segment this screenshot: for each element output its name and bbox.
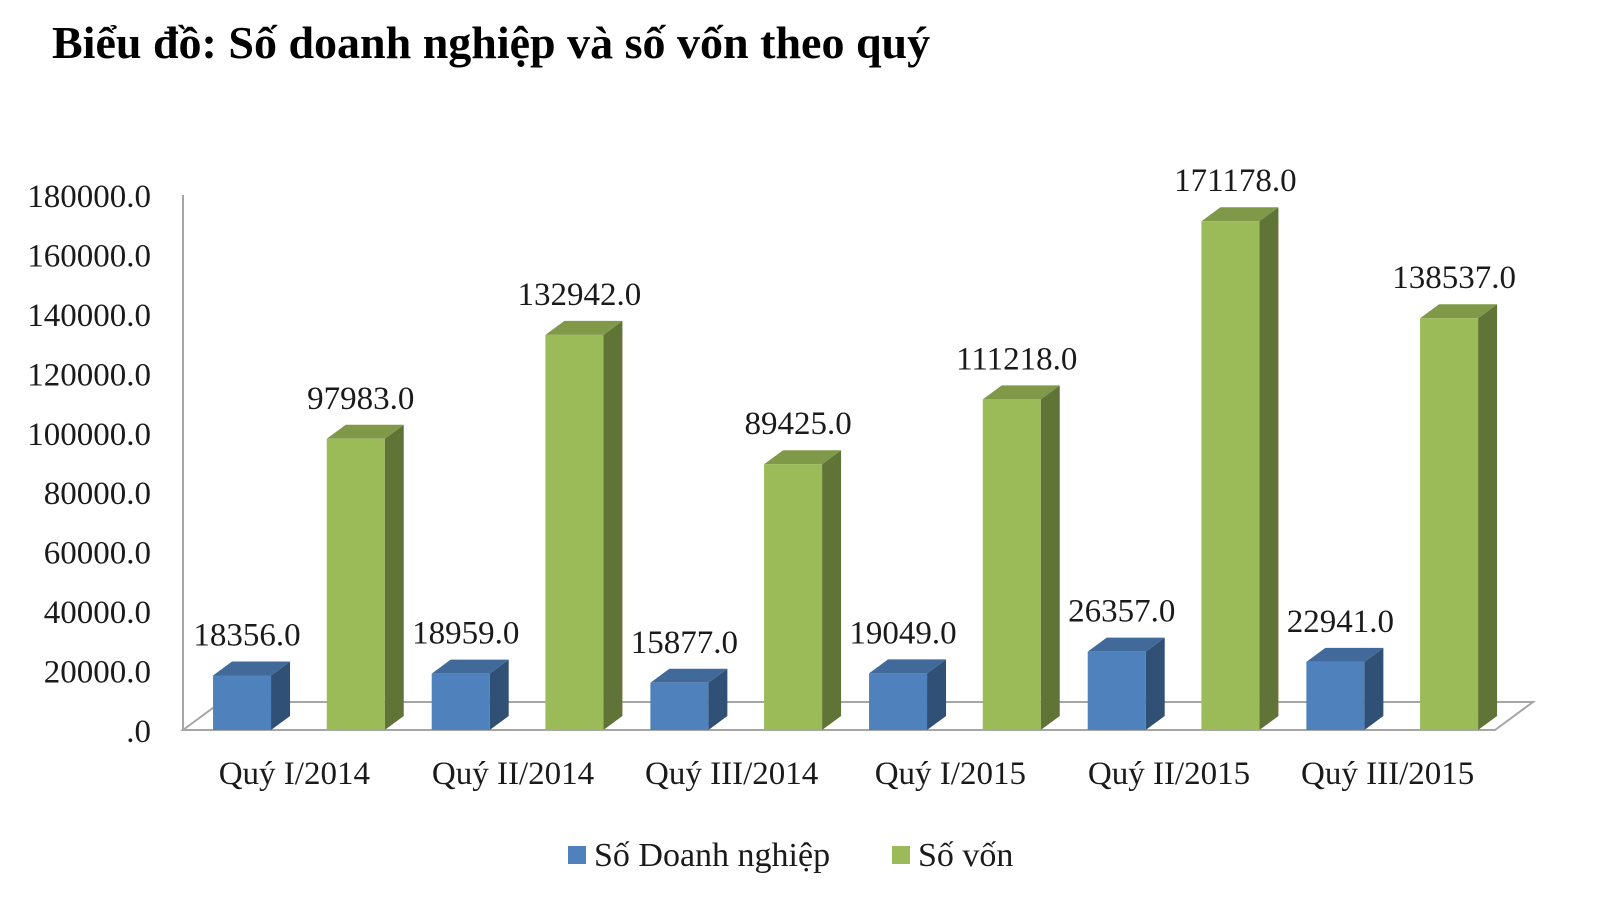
legend-item: Số vốn (892, 837, 1013, 874)
bar-front (1087, 651, 1146, 730)
bar-top (869, 659, 947, 674)
data-label: 132942.0 (518, 277, 642, 313)
bar-so-von (545, 320, 623, 730)
data-label: 171178.0 (1174, 163, 1297, 199)
bar-top (1420, 304, 1498, 319)
bar-front (1306, 661, 1365, 730)
data-label: 138537.0 (1392, 260, 1516, 296)
x-category-label: Quý I/2014 (219, 756, 370, 792)
bar-side (271, 661, 291, 730)
legend-label: Số Doanh nghiệp (594, 837, 830, 874)
y-tick-label: 20000.0 (44, 655, 151, 691)
y-tick-label: 140000.0 (27, 298, 151, 334)
y-tick-label: 60000.0 (44, 536, 151, 572)
chart-title: Biểu đồ: Số doanh nghiệp và số vốn theo … (52, 17, 931, 68)
y-tick-label: 80000.0 (44, 476, 151, 512)
bar-side (489, 659, 509, 730)
bar-top (1306, 647, 1384, 662)
bar-doanh-nghiep (1306, 647, 1384, 730)
bar-side (384, 424, 404, 730)
bar-top (545, 320, 623, 335)
bar-side (1145, 637, 1165, 730)
bar-top (326, 424, 404, 439)
bar-side (1364, 647, 1384, 730)
bar-side (1040, 385, 1060, 730)
data-label: 97983.0 (307, 381, 414, 417)
bar-so-von (1201, 207, 1279, 730)
bar-doanh-nghiep (650, 668, 728, 730)
bar-front (213, 675, 272, 730)
x-category-label: Quý III/2015 (1301, 756, 1474, 792)
bar-side (822, 450, 842, 730)
chart-floor (179, 701, 1537, 731)
bar-so-von (1420, 304, 1498, 730)
data-label: 18959.0 (412, 616, 519, 652)
legend-item: Số Doanh nghiệp (568, 837, 830, 874)
bar-front (431, 673, 490, 730)
legend-swatch (568, 846, 586, 864)
bar-front (1420, 318, 1479, 730)
legend: Số Doanh nghiệp Số vốn (568, 837, 1013, 874)
x-category-label: Quý II/2015 (1088, 756, 1250, 792)
x-category-label: Quý II/2014 (432, 756, 594, 792)
data-label: 22941.0 (1287, 604, 1394, 640)
legend-label: Số vốn (918, 837, 1013, 874)
bar-doanh-nghiep (1087, 637, 1165, 730)
data-label: 89425.0 (744, 406, 851, 442)
y-tick-label: 40000.0 (44, 595, 151, 631)
bar-top (1201, 207, 1279, 222)
bar-so-von (326, 424, 404, 730)
data-label: 26357.0 (1068, 594, 1175, 630)
bar-side (1259, 207, 1279, 730)
bar-top (431, 659, 509, 674)
y-tick-label: 120000.0 (27, 357, 151, 393)
bar-side (708, 668, 728, 730)
x-category-label: Quý III/2014 (645, 756, 818, 792)
data-label: 18356.0 (193, 617, 300, 653)
bar-so-von (982, 385, 1060, 730)
bar-side (603, 320, 623, 730)
category-labels: Quý I/2014 Quý II/2014 Quý III/2014 Quý I/2… (219, 756, 1475, 792)
bar-top (982, 385, 1060, 400)
legend-swatch (892, 846, 910, 864)
data-label: 15877.0 (631, 625, 738, 661)
x-category-label: Quý I/2015 (875, 756, 1026, 792)
data-label: 111218.0 (956, 341, 1077, 377)
bar-doanh-nghiep (213, 661, 291, 730)
y-tick-label: 180000.0 (27, 179, 151, 215)
bar-front (764, 464, 823, 730)
bar-top (1087, 637, 1165, 652)
bar-front (982, 399, 1041, 730)
bars (213, 207, 1498, 730)
floor-plane (179, 701, 1537, 731)
bar-front (869, 673, 928, 730)
bar-top (213, 661, 291, 676)
y-tick-label: 100000.0 (27, 417, 151, 453)
bar-doanh-nghiep (869, 659, 947, 730)
y-tick-label: .0 (126, 714, 151, 750)
bar-front (545, 334, 604, 730)
bar-doanh-nghiep (431, 659, 509, 730)
y-tick-label: 160000.0 (27, 238, 151, 274)
y-axis-ticks: .0 20000.0 40000.0 60000.0 80000.0 100000.0 12… (27, 179, 151, 750)
bar-so-von (764, 450, 842, 730)
bar-top (764, 450, 842, 465)
bar-front (326, 438, 385, 730)
data-labels: 18356.0 97983.0 18959.0 132942.0 15877.0 8942… (193, 163, 1516, 661)
bar-top (650, 668, 728, 683)
data-label: 19049.0 (849, 615, 956, 651)
bar-front (1201, 221, 1260, 730)
bar-front (650, 682, 709, 730)
bar-side (927, 659, 947, 730)
bar-side (1478, 304, 1498, 730)
